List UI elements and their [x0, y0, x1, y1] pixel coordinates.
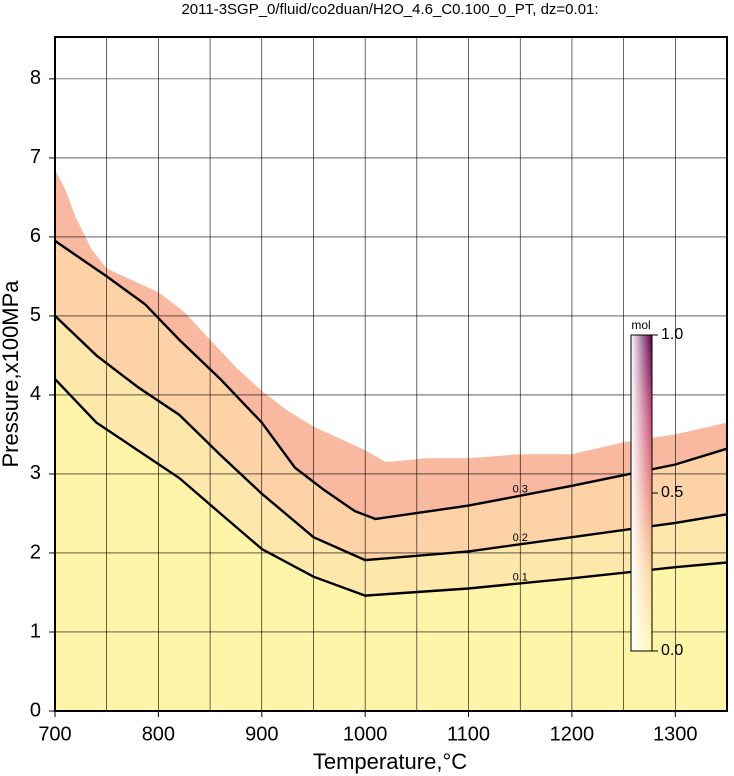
y-tick-label: 8: [30, 67, 41, 89]
x-axis-label: Temperature,°C: [313, 749, 467, 774]
x-tick-label: 1300: [653, 723, 698, 745]
y-tick-label: 5: [30, 304, 41, 326]
contour-line: [54, 315, 728, 562]
y-tick-label: 4: [30, 383, 41, 405]
y-tick-label: 7: [30, 146, 41, 168]
y-tick-label: 2: [30, 541, 41, 563]
contour-line: [54, 239, 728, 521]
colorbar-tick-label: 0.5: [661, 484, 683, 501]
x-tick-label: 700: [38, 723, 71, 745]
colorbar-tick-label: 0.0: [661, 642, 683, 659]
contour-label: 0.3: [513, 484, 528, 496]
plot-frame: [54, 36, 728, 712]
contour-label: 0.1: [513, 571, 528, 583]
colorbar-tick-label: 1.0: [661, 326, 683, 343]
x-tick-label: 900: [245, 723, 278, 745]
colorbar-frame: [630, 334, 653, 652]
colorbar: mol 0.0 0.5 1.0: [630, 318, 683, 659]
colorbar-label: mol: [631, 318, 650, 332]
y-tick-label: 3: [30, 462, 41, 484]
x-tick-label: 800: [142, 723, 175, 745]
contour-band: [55, 379, 727, 711]
x-tick-label: 1000: [343, 723, 388, 745]
contour-label: 0.2: [513, 532, 528, 544]
y-tick-label: 6: [30, 225, 41, 247]
chart-title: 2011-3SGP_0/fluid/co2duan/H2O_4.6_C0.100…: [181, 1, 598, 18]
plot-area: 0.3 0.2 0.1 700 800 900 1000 1100 1200 1300 0 1 2 3 4 5…: [30, 36, 728, 745]
contour-line: [54, 378, 728, 597]
x-tick-label: 1200: [550, 723, 595, 745]
y-tick-label: 0: [30, 699, 41, 721]
y-tick-label: 1: [30, 620, 41, 642]
x-tick-label: 1100: [447, 723, 490, 745]
y-axis-label: Pressure,x100MPa: [0, 280, 23, 468]
